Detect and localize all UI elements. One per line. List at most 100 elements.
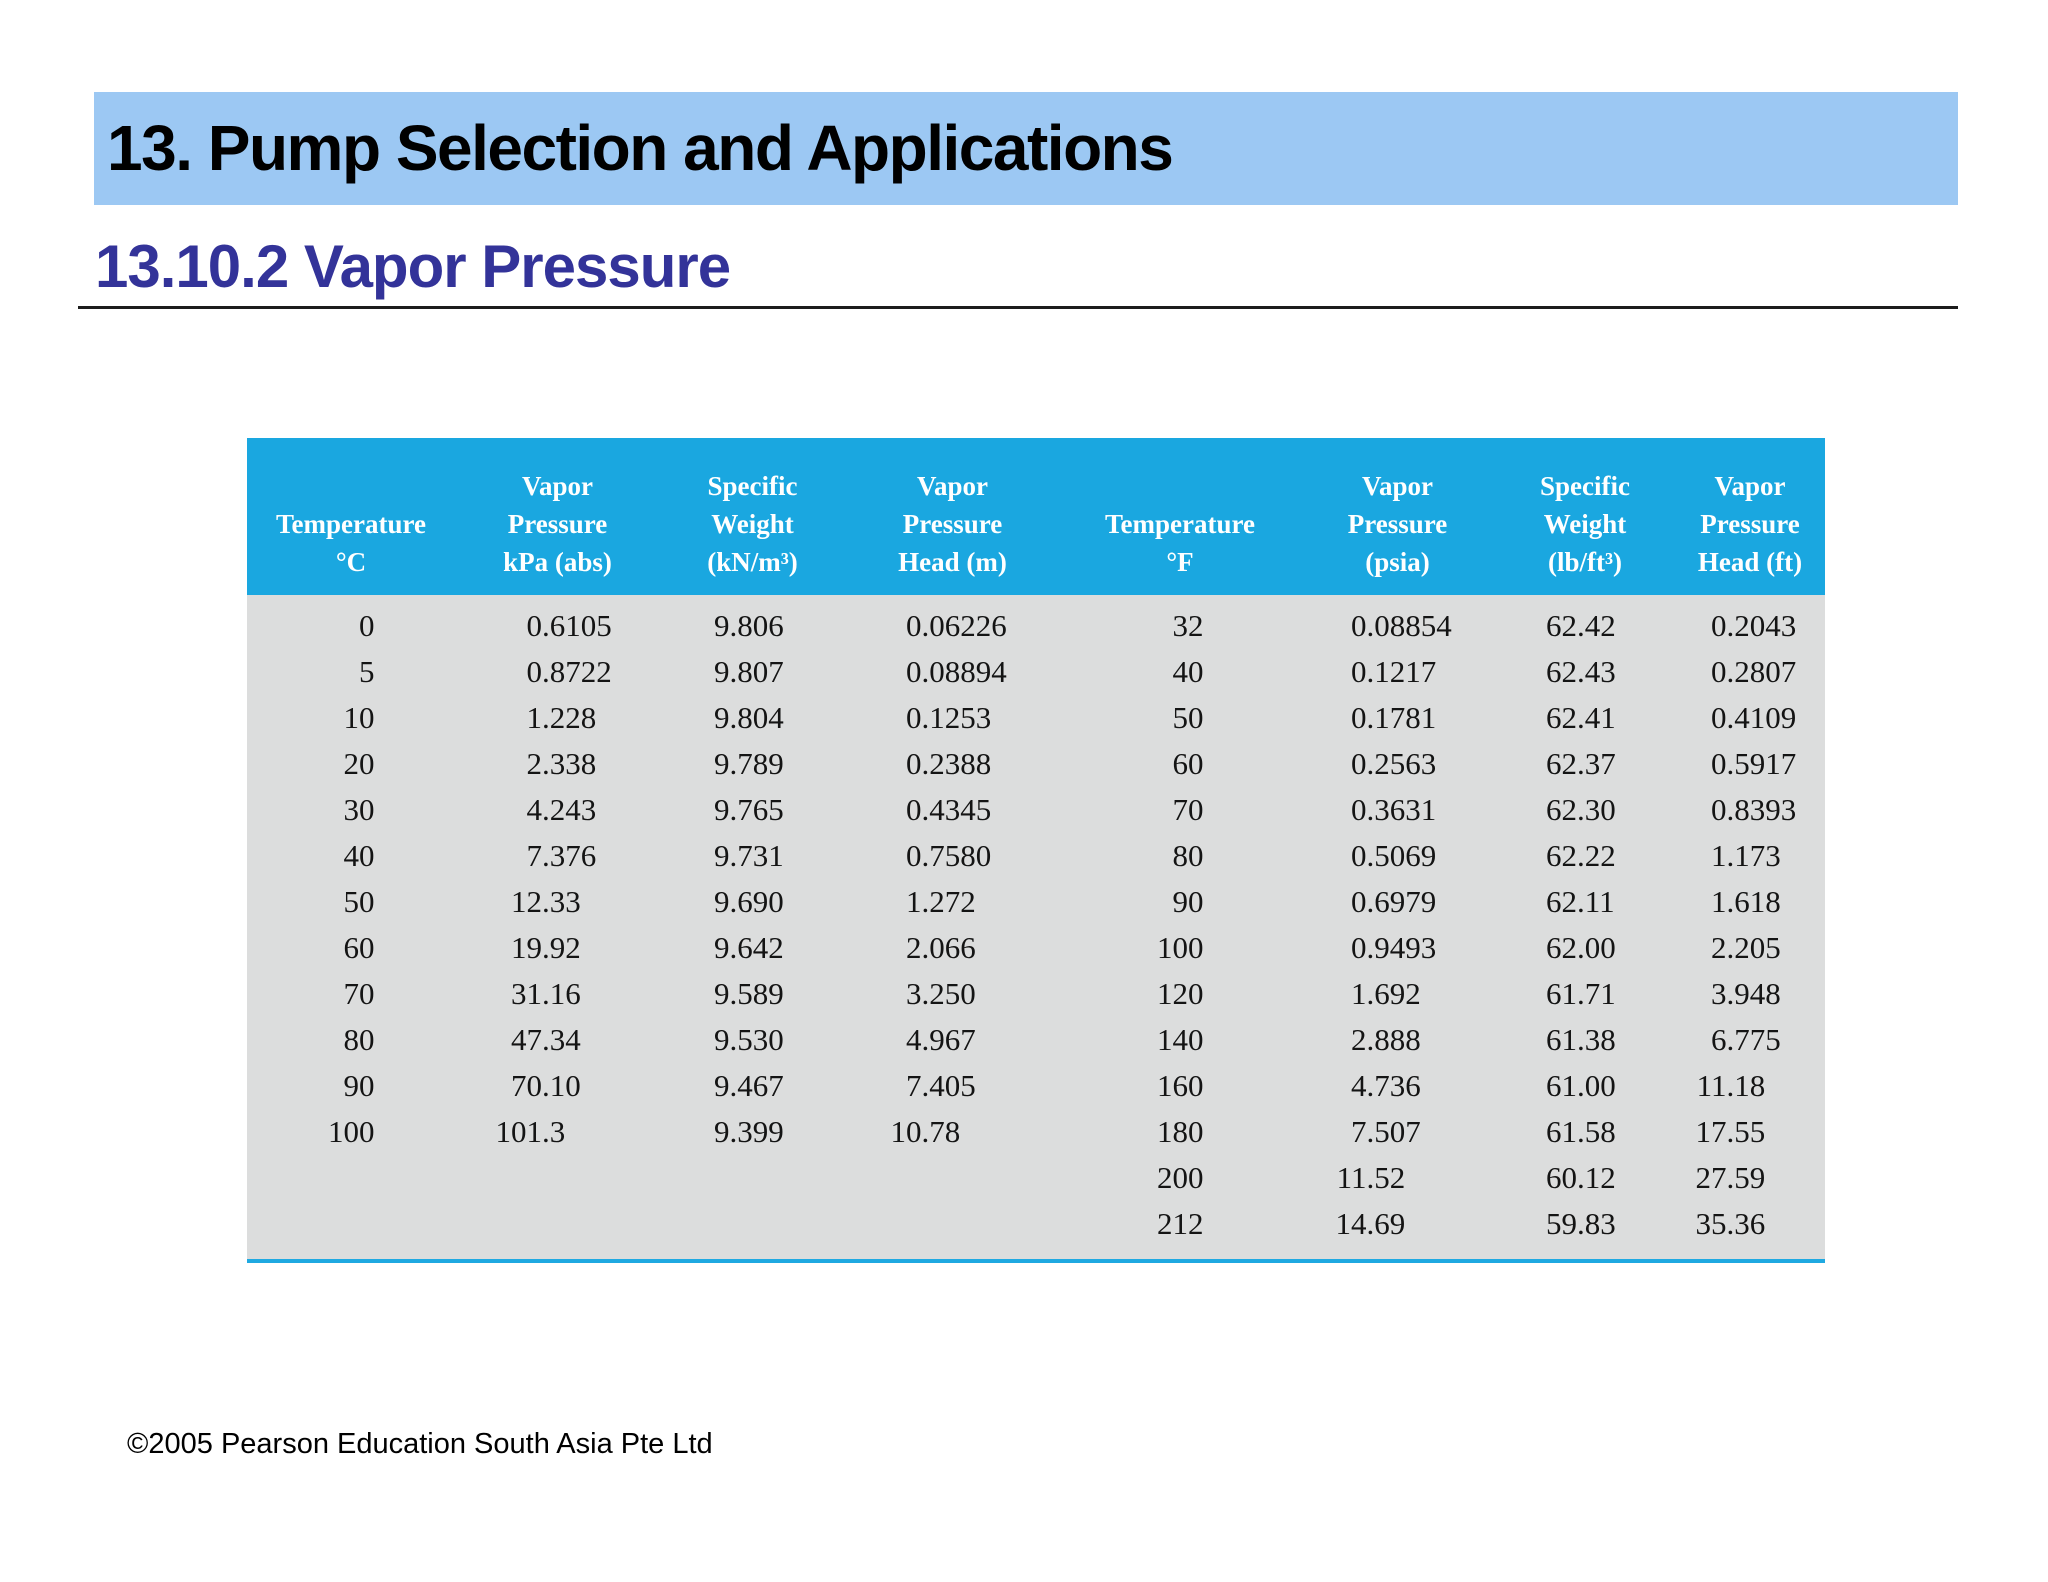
table-row: 50 12.33 9.690 1.272 90 0.6979 62.11 1.618 bbox=[247, 879, 1825, 925]
table-cell: 90 bbox=[1172, 884, 1204, 919]
table-cell: 14.69 bbox=[1335, 1206, 1406, 1241]
footer-copyright: ©2005 Pearson Education South Asia Pte L… bbox=[127, 1428, 713, 1460]
table-cell: 0.8393 bbox=[1711, 792, 1797, 827]
table-cell: 0.8722 bbox=[526, 654, 612, 689]
table-row: 30 4.243 9.765 0.4345 70 0.3631 62.30 0.8393 bbox=[247, 787, 1825, 833]
table-cell: 9.399 bbox=[714, 1114, 784, 1149]
table-row: 90 70.10 9.467 7.405 160 4.736 61.00 11.18 bbox=[247, 1063, 1825, 1109]
table-cell: 62.00 bbox=[1546, 930, 1616, 965]
table-cell: 35.36 bbox=[1695, 1206, 1766, 1241]
table-cell: 0.4345 bbox=[906, 792, 992, 827]
table-row: 10 1.228 9.804 0.1253 50 0.1781 62.41 0.4109 bbox=[247, 695, 1825, 741]
table-cell: 160 bbox=[1157, 1068, 1204, 1103]
section-subtitle: 13.10.2 Vapor Pressure bbox=[95, 233, 731, 300]
table-row: 60 19.92 9.642 2.066 100 0.9493 62.00 2.205 bbox=[247, 925, 1825, 971]
table-cell: 62.37 bbox=[1546, 746, 1616, 781]
table-row: 100 101.3 9.399 10.78 180 7.507 61.58 17.55 bbox=[247, 1109, 1825, 1155]
table-cell: 0.2563 bbox=[1351, 746, 1437, 781]
table-cell: 27.59 bbox=[1695, 1160, 1766, 1195]
table-cell: 32 bbox=[1172, 608, 1204, 643]
table-cell: 1.272 bbox=[906, 884, 976, 919]
table-cell: 180 bbox=[1157, 1114, 1204, 1149]
table-cell: 0.08854 bbox=[1351, 608, 1452, 643]
table-cell: 4.967 bbox=[906, 1022, 976, 1057]
table-cell: 62.41 bbox=[1546, 700, 1616, 735]
table-cell: 0.6979 bbox=[1351, 884, 1437, 919]
table-cell: 0.06226 bbox=[906, 608, 1007, 643]
table-cell: 0.7580 bbox=[906, 838, 992, 873]
table-cell: 60.12 bbox=[1546, 1160, 1616, 1195]
table-cell: 11.52 bbox=[1336, 1160, 1406, 1195]
table-cell: 0.08894 bbox=[906, 654, 1007, 689]
table-cell: 50 bbox=[343, 884, 375, 919]
table-cell: 0.6105 bbox=[526, 608, 612, 643]
table-cell bbox=[247, 1201, 455, 1261]
table-cell: 9.807 bbox=[714, 654, 784, 689]
table-cell: 10.78 bbox=[890, 1114, 961, 1149]
table-cell: 11.18 bbox=[1696, 1068, 1766, 1103]
column-header-4: Temperature °F bbox=[1060, 438, 1300, 595]
table-cell: 62.22 bbox=[1546, 838, 1616, 873]
table-cell: 19.92 bbox=[511, 930, 581, 965]
title-bar: 13. Pump Selection and Applications bbox=[94, 92, 1958, 205]
page-title: 13. Pump Selection and Applications bbox=[107, 112, 1174, 184]
column-header-2: Specific Weight (kN/m³) bbox=[660, 438, 845, 595]
table-cell: 9.467 bbox=[714, 1068, 784, 1103]
table-cell: 70.10 bbox=[511, 1068, 581, 1103]
table-cell: 0.5917 bbox=[1711, 746, 1797, 781]
table-cell: 0.9493 bbox=[1351, 930, 1437, 965]
table-cell: 17.55 bbox=[1695, 1114, 1766, 1149]
table-cell: 100 bbox=[328, 1114, 375, 1149]
table-cell: 0.1253 bbox=[906, 700, 992, 735]
table-cell: 100 bbox=[1157, 930, 1204, 965]
table-cell: 3.250 bbox=[906, 976, 976, 1011]
table-cell: 70 bbox=[343, 976, 375, 1011]
table-row: 212 14.69 59.83 35.36 bbox=[247, 1201, 1825, 1261]
table-cell: 9.690 bbox=[714, 884, 784, 919]
table-header-row: Temperature °C Vapor Pressure kPa (abs) Speci… bbox=[247, 438, 1825, 595]
table-cell: 9.804 bbox=[714, 700, 784, 735]
column-header-1: Vapor Pressure kPa (abs) bbox=[455, 438, 660, 595]
vapor-pressure-table: Temperature °C Vapor Pressure kPa (abs) Speci… bbox=[247, 438, 1825, 1263]
column-header-6: Specific Weight (lb/ft³) bbox=[1495, 438, 1675, 595]
table-cell: 40 bbox=[1172, 654, 1204, 689]
divider-rule bbox=[78, 306, 1958, 309]
table-cell: 2.066 bbox=[906, 930, 976, 965]
table-cell: 61.38 bbox=[1546, 1022, 1616, 1057]
vapor-pressure-table-wrap: Temperature °C Vapor Pressure kPa (abs) Speci… bbox=[247, 438, 1825, 1263]
table-cell: 0.1217 bbox=[1351, 654, 1437, 689]
table-cell: 61.00 bbox=[1546, 1068, 1616, 1103]
table-cell: 9.642 bbox=[714, 930, 784, 965]
table-cell: 62.30 bbox=[1546, 792, 1616, 827]
table-cell bbox=[455, 1201, 660, 1261]
table-row: 0 0.6105 9.806 0.06226 32 0.08854 62.42 0.2043 bbox=[247, 595, 1825, 649]
table-cell: 47.34 bbox=[511, 1022, 581, 1057]
table-cell: 0 bbox=[359, 608, 375, 643]
table-cell: 120 bbox=[1157, 976, 1204, 1011]
table-cell: 9.530 bbox=[714, 1022, 784, 1057]
table-cell: 62.43 bbox=[1546, 654, 1616, 689]
table-cell: 60 bbox=[1172, 746, 1204, 781]
table-row: 5 0.8722 9.807 0.08894 40 0.1217 62.43 0.2807 bbox=[247, 649, 1825, 695]
table-cell: 62.42 bbox=[1546, 608, 1616, 643]
table-cell: 5 bbox=[359, 654, 375, 689]
table-cell: 2.338 bbox=[526, 746, 597, 781]
table-cell: 80 bbox=[1172, 838, 1204, 873]
table-cell: 61.71 bbox=[1546, 976, 1616, 1011]
table-cell: 2.205 bbox=[1711, 930, 1781, 965]
table-cell bbox=[247, 1155, 455, 1201]
table-row: 70 31.16 9.589 3.250 120 1.692 61.71 3.948 bbox=[247, 971, 1825, 1017]
table-row: 20 2.338 9.789 0.2388 60 0.2563 62.37 0.5917 bbox=[247, 741, 1825, 787]
table-cell: 2.888 bbox=[1351, 1022, 1421, 1057]
table-cell: 0.5069 bbox=[1351, 838, 1437, 873]
table-cell: 90 bbox=[343, 1068, 375, 1103]
table-cell: 70 bbox=[1172, 792, 1204, 827]
table-cell: 4.243 bbox=[526, 792, 597, 827]
table-cell: 0.3631 bbox=[1351, 792, 1437, 827]
table-body: 0 0.6105 9.806 0.06226 32 0.08854 62.42 0.2043 5… bbox=[247, 595, 1825, 1261]
table-cell: 59.83 bbox=[1546, 1206, 1616, 1241]
column-header-0: Temperature °C bbox=[247, 438, 455, 595]
table-cell: 30 bbox=[343, 792, 375, 827]
table-cell: 1.173 bbox=[1711, 838, 1781, 873]
